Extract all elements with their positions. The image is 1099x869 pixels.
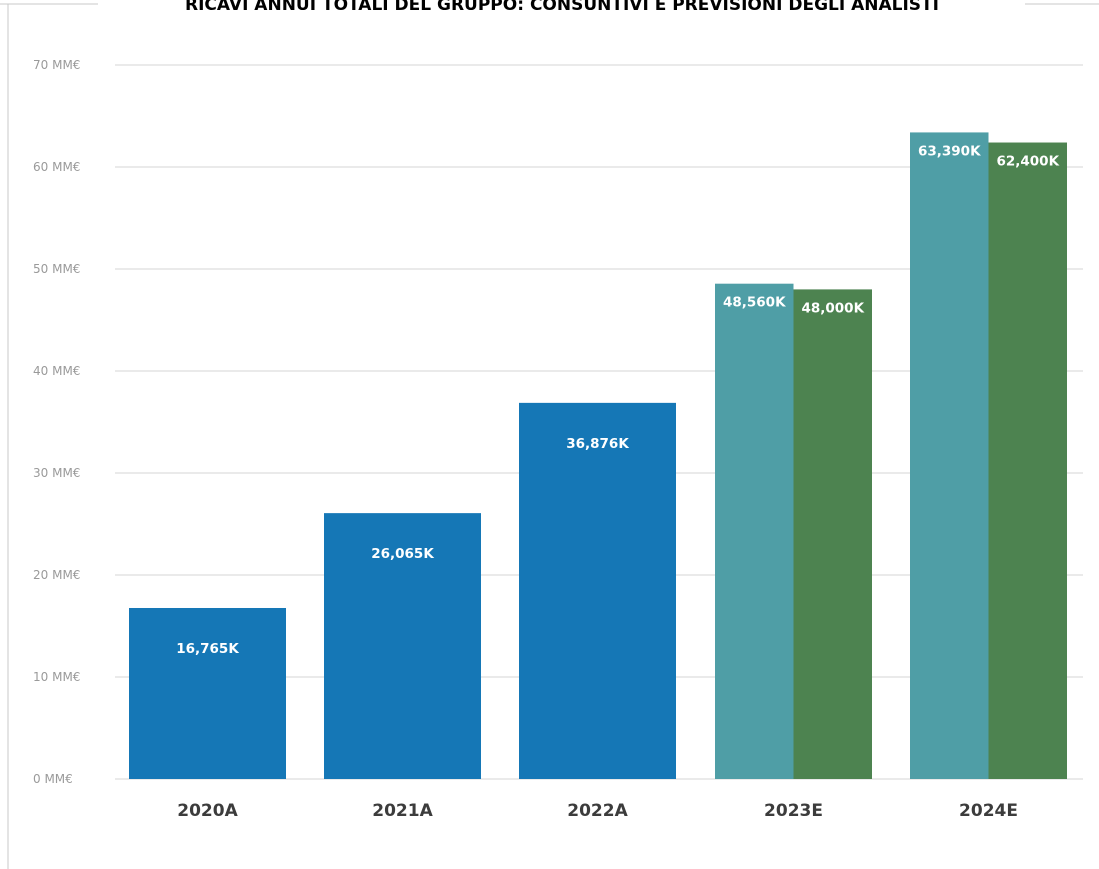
y-tick-label: 10 MM€	[33, 670, 80, 684]
y-tick-label: 20 MM€	[33, 568, 80, 582]
y-tick-label: 30 MM€	[33, 466, 80, 480]
data-label: 36,876K	[566, 436, 629, 452]
x-tick-label: 2022A	[567, 801, 628, 821]
chart-title: RICAVI ANNUI TOTALI DEL GRUPPO: CONSUNTI…	[185, 0, 939, 15]
x-tick-label: 2021A	[372, 801, 433, 821]
x-tick-label: 2023E	[764, 801, 823, 821]
data-label: 26,065K	[371, 546, 434, 562]
bar-2024e-2	[988, 142, 1067, 779]
y-axis-tick-labels: 0 MM€ 10 MM€ 20 MM€ 30 MM€ 40 MM€ 50 MM€ 60 MM…	[33, 58, 80, 786]
y-tick-label: 0 MM€	[33, 772, 73, 786]
y-tick-label: 50 MM€	[33, 262, 80, 276]
data-label: 63,390K	[918, 143, 981, 159]
x-tick-label: 2020A	[177, 801, 238, 821]
x-axis-tick-labels: 2020A 2021A 2022A 2023E 2024E	[177, 801, 1018, 821]
bars	[129, 132, 1067, 779]
data-label: 48,560K	[723, 295, 786, 311]
bar-2020a	[129, 607, 286, 779]
y-tick-label: 40 MM€	[33, 364, 80, 378]
data-label: 62,400K	[996, 154, 1059, 170]
data-label: 16,765K	[176, 641, 239, 657]
y-tick-label: 70 MM€	[33, 58, 80, 72]
bar-2021a	[324, 513, 481, 779]
bar-2024e-1	[910, 132, 989, 779]
bar-2023e-2	[793, 289, 872, 779]
y-tick-label: 60 MM€	[33, 160, 80, 174]
data-label: 48,000K	[801, 300, 864, 316]
bar-2023e-1	[715, 283, 794, 779]
x-tick-label: 2024E	[959, 801, 1018, 821]
bar-2022a	[519, 402, 676, 779]
data-labels: 16,765K 26,065K 36,876K 48,560K 48,000K 63,39…	[176, 143, 1059, 657]
